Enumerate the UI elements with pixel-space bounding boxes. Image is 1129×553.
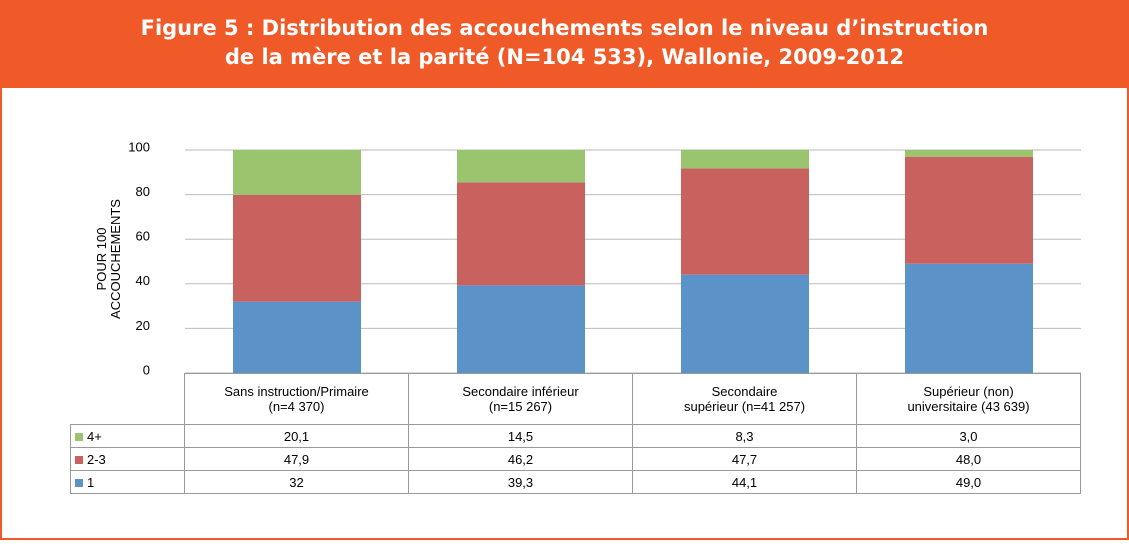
y-tick-label: 0 <box>143 362 150 377</box>
bar-segment <box>681 149 809 169</box>
legend-label: 4+ <box>87 428 102 444</box>
data-table: Sans instruction/Primaire (n=4 370) Secon… <box>70 373 1081 494</box>
y-tick-label: 20 <box>136 318 150 333</box>
bar-segment <box>457 150 585 183</box>
blank-cell <box>71 374 185 425</box>
bar-segment <box>681 274 809 373</box>
value-label: 47,9 <box>184 447 409 471</box>
legend-swatch <box>75 432 83 441</box>
bar-segment <box>905 263 1033 373</box>
x-tick-label: Secondaire inférieur (n=15 267) <box>408 373 633 425</box>
y-tick-label: 100 <box>128 139 150 154</box>
y-tick-label: 60 <box>136 229 150 244</box>
bar-segment <box>233 301 361 373</box>
legend-cell: 2-3 <box>70 447 185 471</box>
x-tick-label: Supérieur (non) universitaire (43 639) <box>856 373 1081 425</box>
value-label: 44,1 <box>632 470 857 494</box>
bar-segment <box>457 285 585 373</box>
bar-segment <box>681 168 809 275</box>
bar-segment <box>905 150 1033 157</box>
x-tick-label: Sans instruction/Primaire (n=4 370) <box>184 373 409 425</box>
table-row: 2-3 47,9 46,2 47,7 48,0 <box>70 447 1081 471</box>
legend-cell: 4+ <box>70 424 185 448</box>
value-label: 8,3 <box>632 424 857 448</box>
value-label: 39,3 <box>408 470 633 494</box>
legend-label: 1 <box>87 474 95 490</box>
y-tick-label: 40 <box>136 273 150 288</box>
value-label: 20,1 <box>184 424 409 448</box>
value-label: 3,0 <box>856 424 1081 448</box>
legend-cell: 1 <box>70 470 185 494</box>
table-row: 1 32 39,3 44,1 49,0 <box>70 470 1081 494</box>
bar-segment <box>905 156 1033 264</box>
y-tick-label: 80 <box>136 184 150 199</box>
chart-title: Figure 5 : Distribution des accouchement… <box>140 16 989 69</box>
bar-segment <box>233 194 361 302</box>
legend-label: 2-3 <box>87 451 106 467</box>
legend-swatch <box>75 455 83 464</box>
value-label: 46,2 <box>408 447 633 471</box>
y-axis-title: POUR 100 ACCOUCHEMENTS <box>94 199 123 319</box>
x-tick-label: Secondaire supérieur (n=41 257) <box>632 373 857 425</box>
value-label: 48,0 <box>856 447 1081 471</box>
bar-segment <box>233 150 361 195</box>
legend-swatch <box>75 478 83 487</box>
bar-segment <box>457 182 585 286</box>
header-row: Sans instruction/Primaire (n=4 370) Secon… <box>71 373 1081 425</box>
value-label: 32 <box>184 470 409 494</box>
value-label: 14,5 <box>408 424 633 448</box>
value-label: 49,0 <box>856 470 1081 494</box>
table-row: 4+ 20,1 14,5 8,3 3,0 <box>70 424 1081 448</box>
header-band <box>0 0 1129 88</box>
value-label: 47,7 <box>632 447 857 471</box>
